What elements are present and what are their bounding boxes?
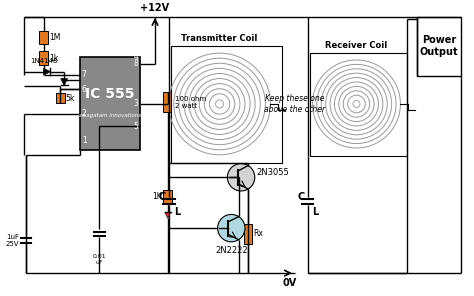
Bar (164, 92, 172, 112)
Text: L: L (312, 207, 319, 216)
Text: 2N2222: 2N2222 (215, 246, 247, 255)
Text: 1uF
25V: 1uF 25V (6, 234, 19, 247)
Text: 1K: 1K (153, 192, 163, 201)
Polygon shape (61, 78, 68, 85)
Text: Keep these one
above the other: Keep these one above the other (264, 94, 326, 114)
Text: Power
Output: Power Output (420, 36, 458, 57)
Text: 2N3055: 2N3055 (257, 168, 290, 177)
Text: 1k: 1k (49, 54, 58, 62)
Text: 1: 1 (82, 136, 86, 145)
Text: swagatam innovations: swagatam innovations (79, 113, 141, 118)
Text: C: C (159, 192, 166, 202)
Text: IC 555: IC 555 (85, 87, 135, 101)
Text: 4: 4 (134, 52, 138, 61)
Bar (164, 190, 172, 204)
Bar (310, 53, 407, 156)
Text: Transmitter Coil: Transmitter Coil (182, 34, 258, 43)
Text: Receiver Coil: Receiver Coil (325, 41, 388, 50)
Text: 5: 5 (134, 122, 138, 131)
Bar (417, 17, 461, 75)
Text: 7: 7 (82, 70, 87, 79)
Text: +12V: +12V (140, 3, 170, 13)
Bar (171, 46, 282, 163)
Text: C: C (297, 192, 305, 202)
Bar (56, 93, 64, 103)
Text: Rx: Rx (253, 229, 263, 239)
Polygon shape (44, 68, 50, 75)
Text: 0.01
uF: 0.01 uF (92, 255, 106, 265)
Text: 1M: 1M (49, 33, 60, 42)
Text: 8: 8 (134, 59, 138, 68)
Text: 0V: 0V (283, 278, 297, 288)
Circle shape (218, 214, 245, 242)
Text: 5k: 5k (65, 94, 75, 103)
Text: L: L (173, 207, 180, 216)
Text: 100 ohm
2 watt: 100 ohm 2 watt (174, 96, 206, 109)
Bar (39, 51, 48, 65)
Circle shape (228, 164, 255, 191)
Text: 2: 2 (82, 109, 86, 118)
Text: 1N4148: 1N4148 (30, 58, 57, 64)
Text: 6: 6 (82, 85, 87, 94)
Bar (244, 224, 252, 244)
Bar (80, 57, 140, 150)
Text: 3: 3 (134, 99, 138, 108)
Polygon shape (165, 213, 171, 218)
Bar (39, 31, 48, 44)
